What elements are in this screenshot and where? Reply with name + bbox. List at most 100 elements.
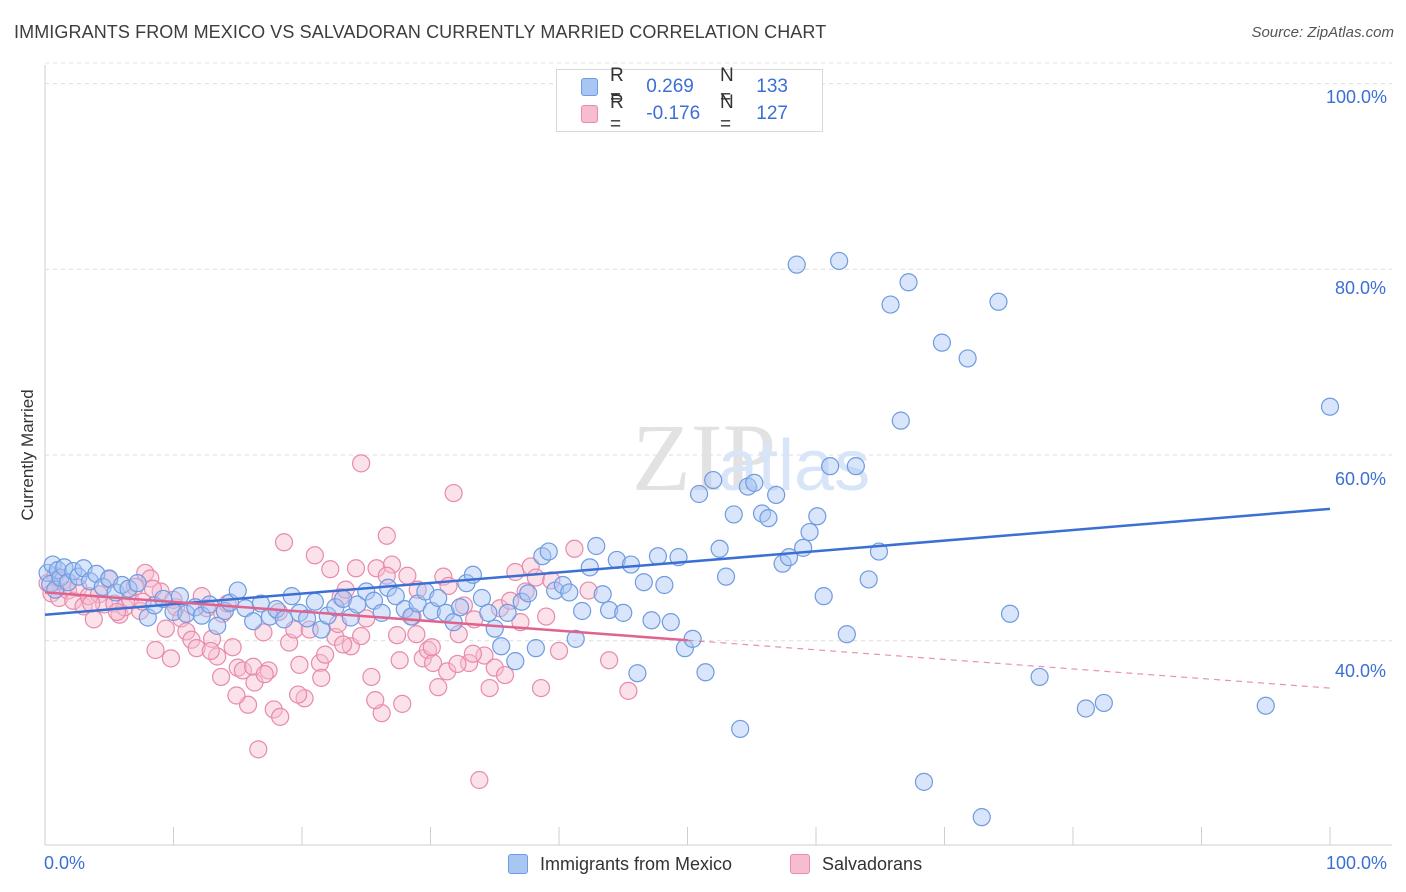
mexico-point bbox=[759, 509, 778, 528]
mexico-point bbox=[891, 411, 910, 430]
legend-swatch-pink bbox=[790, 854, 810, 874]
salvadoran-point bbox=[367, 559, 386, 578]
legend-item-salvadorans[interactable]: Salvadorans bbox=[790, 851, 922, 877]
legend-swatch-blue bbox=[508, 854, 528, 874]
mexico-point bbox=[1000, 604, 1020, 623]
mexico-point bbox=[716, 567, 736, 586]
salvadoran-point bbox=[438, 662, 457, 681]
salvadoran-point bbox=[495, 665, 515, 685]
mexico-point bbox=[1030, 667, 1049, 687]
mexico-point bbox=[932, 333, 952, 352]
salvadoran-point bbox=[84, 610, 103, 629]
legend-label: Salvadorans bbox=[822, 853, 923, 874]
salvadoran-point bbox=[537, 607, 556, 626]
mexico-point bbox=[539, 542, 558, 561]
salvadoran-point bbox=[107, 602, 127, 622]
salvadoran-point bbox=[390, 651, 409, 670]
mexico-point bbox=[1256, 696, 1275, 715]
mexico-point bbox=[837, 625, 856, 644]
salvadoran-point bbox=[619, 681, 638, 700]
watermark-zip: ZIP bbox=[632, 404, 776, 511]
mexico-point bbox=[989, 292, 1008, 311]
mexico-point bbox=[566, 629, 585, 648]
mexico-point bbox=[881, 295, 900, 314]
salvadoran-point bbox=[316, 645, 335, 664]
mexico-point bbox=[479, 603, 498, 622]
legend-label: Immigrants from Mexico bbox=[540, 853, 733, 874]
salvadoran-point bbox=[506, 562, 525, 582]
salvadoran-point bbox=[362, 667, 381, 687]
mexico-point bbox=[767, 485, 786, 505]
mexico-point bbox=[696, 663, 715, 682]
salvadoran-point bbox=[422, 638, 441, 657]
mexico-point bbox=[634, 573, 653, 592]
mexico-point bbox=[821, 457, 840, 476]
salvadoran-point bbox=[254, 623, 273, 642]
salvadoran-point bbox=[211, 667, 231, 687]
mexico-point bbox=[628, 664, 647, 683]
salvadoran-point bbox=[444, 483, 463, 503]
mexico-point bbox=[305, 592, 324, 611]
mexico-point bbox=[119, 579, 138, 598]
salvadoran-point bbox=[352, 454, 371, 473]
mexico-point bbox=[587, 536, 606, 556]
mexico-point bbox=[621, 555, 641, 574]
mexico-point bbox=[506, 652, 525, 671]
x-min-label: 0.0% bbox=[44, 853, 86, 873]
salvadoran-point bbox=[463, 644, 483, 663]
mexico-point bbox=[731, 719, 750, 739]
salvadoran-point bbox=[156, 619, 175, 638]
mexico-point bbox=[830, 251, 849, 271]
mexico-point bbox=[724, 505, 743, 524]
salvadoran-point bbox=[274, 533, 294, 552]
axes bbox=[44, 65, 1392, 846]
salvadoran-point bbox=[377, 526, 396, 545]
salvadoran-point bbox=[334, 635, 353, 654]
mexico-point bbox=[814, 587, 833, 606]
salvadoran-point bbox=[600, 651, 619, 670]
legend-swatch-blue bbox=[581, 78, 599, 96]
salvadoran-point bbox=[201, 641, 220, 661]
mexico-point bbox=[526, 639, 545, 658]
mexico-point bbox=[648, 547, 668, 566]
mexico-point bbox=[972, 808, 991, 827]
mexico-point bbox=[177, 604, 196, 623]
salvadoran-point bbox=[393, 694, 412, 713]
salvadoran-point bbox=[526, 568, 545, 587]
chart-title: IMMIGRANTS FROM MEXICO VS SALVADORAN CUR… bbox=[14, 22, 827, 42]
mexico-point bbox=[593, 585, 612, 604]
mexico-point bbox=[274, 610, 294, 629]
mexico-point bbox=[298, 609, 317, 628]
series-salvadorans bbox=[38, 454, 638, 790]
y-tick-label: 80.0% bbox=[1335, 278, 1387, 298]
salvadoran-point bbox=[249, 740, 268, 759]
trend-line-salvadorans-extension bbox=[687, 639, 1331, 689]
legend-swatch-pink bbox=[581, 105, 599, 123]
salvadoran-point bbox=[312, 668, 331, 687]
trend-line-salvadorans bbox=[44, 591, 688, 642]
salvadoran-point bbox=[271, 707, 290, 726]
mexico-point bbox=[745, 473, 764, 492]
mexico-point bbox=[560, 583, 579, 602]
salvadoran-point bbox=[387, 626, 407, 645]
x-max-label: 100.0% bbox=[1326, 853, 1388, 873]
salvadoran-point bbox=[516, 582, 535, 601]
watermark-atlas: atlas bbox=[718, 426, 870, 506]
salvadoran-point bbox=[136, 563, 155, 583]
mexico-point bbox=[655, 575, 674, 595]
salvadoran-point bbox=[579, 581, 598, 600]
mexico-point bbox=[282, 587, 301, 606]
legend-r-value: -0.176 bbox=[646, 103, 701, 124]
mexico-point bbox=[492, 637, 511, 656]
salvadoran-point bbox=[264, 700, 283, 719]
series-immigrants-from-mexico bbox=[38, 251, 1340, 827]
salvadoran-point bbox=[531, 678, 551, 698]
legend-row-salvadorans: R = -0.176 N = 127 bbox=[581, 92, 822, 135]
trend-lines bbox=[44, 507, 1331, 689]
mexico-point bbox=[580, 558, 599, 577]
legend-item-mexico[interactable]: Immigrants from Mexico bbox=[508, 851, 732, 877]
mexico-point bbox=[899, 273, 918, 292]
mexico-point bbox=[553, 575, 572, 595]
mexico-point bbox=[600, 600, 619, 620]
